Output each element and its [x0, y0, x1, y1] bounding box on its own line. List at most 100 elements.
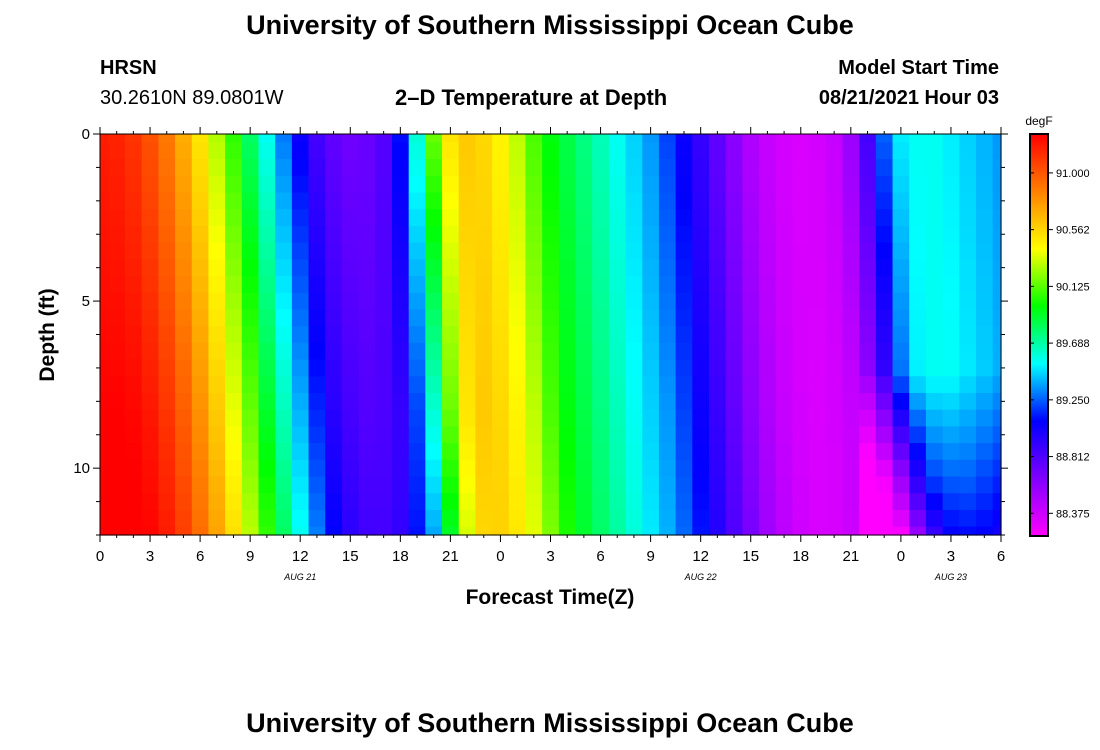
- heatmap-cell: [608, 392, 627, 411]
- heatmap-cell: [175, 175, 193, 194]
- heatmap-cell: [875, 309, 894, 327]
- heatmap-cell: [341, 175, 360, 194]
- heatmap-cell: [208, 443, 226, 461]
- heatmap-cell: [425, 493, 443, 511]
- heatmap-cell: [525, 509, 543, 528]
- heatmap-cell: [308, 159, 326, 177]
- heatmap-cell: [208, 376, 226, 394]
- heatmap-cell: [141, 443, 159, 461]
- heatmap-cell: [258, 376, 276, 394]
- heatmap-cell: [625, 459, 643, 478]
- heatmap-cell: [158, 276, 176, 294]
- heatmap-cell: [525, 376, 543, 394]
- heatmap-cell: [225, 309, 243, 327]
- heatmap-cell: [358, 309, 376, 327]
- heatmap-cell: [825, 242, 844, 260]
- heatmap-cell: [542, 259, 560, 277]
- heatmap-cell: [759, 326, 777, 344]
- heatmap-cell: [100, 242, 109, 260]
- heatmap-cell: [375, 175, 393, 194]
- heatmap-cell: [575, 476, 593, 494]
- heatmap-cell: [175, 459, 193, 478]
- heatmap-cell: [475, 209, 493, 227]
- heatmap-cell: [875, 476, 894, 494]
- heatmap-cell: [942, 292, 960, 311]
- heatmap-cell: [742, 309, 760, 327]
- heatmap-cell: [775, 259, 794, 277]
- heatmap-cell: [158, 142, 176, 160]
- heatmap-cell: [225, 493, 243, 511]
- heatmap-cell: [842, 342, 860, 361]
- heatmap-cell: [141, 326, 159, 344]
- heatmap-cell: [892, 225, 910, 244]
- heatmap-cell: [325, 259, 343, 277]
- heatmap-cell: [358, 142, 376, 160]
- heatmap-cell: [475, 359, 493, 377]
- heatmap-cell: [158, 459, 176, 478]
- heatmap-cell: [592, 259, 610, 277]
- heatmap-cell: [108, 326, 126, 344]
- heatmap-cell: [592, 175, 610, 194]
- heatmap-cell: [358, 276, 376, 294]
- heatmap-cell: [375, 459, 393, 478]
- heatmap-cell: [425, 209, 443, 227]
- heatmap-cell: [158, 526, 176, 536]
- heatmap-cell: [275, 192, 293, 210]
- heatmap-cell: [642, 292, 660, 311]
- heatmap-cell: [341, 459, 360, 478]
- heatmap-cell: [542, 276, 560, 294]
- heatmap-cell: [475, 493, 493, 511]
- heatmap-cell: [308, 242, 326, 260]
- heatmap-cell: [859, 175, 877, 194]
- heatmap-cell: [458, 409, 477, 427]
- heatmap-cell: [275, 134, 293, 143]
- heatmap-cell: [141, 159, 159, 177]
- heatmap-cell: [425, 443, 443, 461]
- heatmap-cell: [492, 175, 510, 194]
- heatmap-cell: [725, 175, 743, 194]
- heatmap-cell: [325, 192, 343, 210]
- heatmap-cell: [291, 134, 310, 143]
- heatmap-cell: [125, 359, 143, 377]
- heatmap-cell: [375, 142, 393, 160]
- heatmap-cell: [892, 342, 910, 361]
- heatmap-cell: [658, 426, 677, 444]
- heatmap-cell: [241, 493, 260, 511]
- heatmap-cell: [125, 409, 143, 427]
- heatmap-cell: [358, 392, 376, 411]
- heatmap-cell: [258, 493, 276, 511]
- x-tick-label: 3: [146, 548, 154, 565]
- heatmap-cell: [608, 242, 627, 260]
- heatmap-cell: [358, 509, 376, 528]
- heatmap-cell: [542, 142, 560, 160]
- heatmap-cell: [742, 159, 760, 177]
- heatmap-cell: [975, 526, 994, 536]
- heatmap-cell: [775, 392, 794, 411]
- heatmap-cell: [825, 159, 844, 177]
- heatmap-cell: [291, 175, 310, 194]
- heatmap-cell: [875, 459, 894, 478]
- heatmap-cell: [141, 242, 159, 260]
- heatmap-cell: [508, 409, 527, 427]
- heatmap-cell: [575, 292, 593, 311]
- heatmap-cell: [709, 192, 727, 210]
- y-tick-label: 5: [82, 293, 90, 310]
- heatmap-cell: [742, 225, 760, 244]
- heatmap-cell: [258, 276, 276, 294]
- heatmap-cell: [308, 225, 326, 244]
- heatmap-cell: [575, 443, 593, 461]
- heatmap-cell: [291, 493, 310, 511]
- heatmap-cell: [658, 242, 677, 260]
- heatmap-cell: [475, 192, 493, 210]
- heatmap-cell: [100, 326, 109, 344]
- heatmap-cell: [525, 426, 543, 444]
- heatmap-cell: [959, 159, 977, 177]
- heatmap-cell: [375, 309, 393, 327]
- heatmap-cell: [492, 392, 510, 411]
- heatmap-cell: [592, 493, 610, 511]
- heatmap-cell: [742, 142, 760, 160]
- heatmap-cell: [158, 426, 176, 444]
- heatmap-cell: [291, 242, 310, 260]
- heatmap-cell: [625, 159, 643, 177]
- heatmap-cell: [909, 175, 927, 194]
